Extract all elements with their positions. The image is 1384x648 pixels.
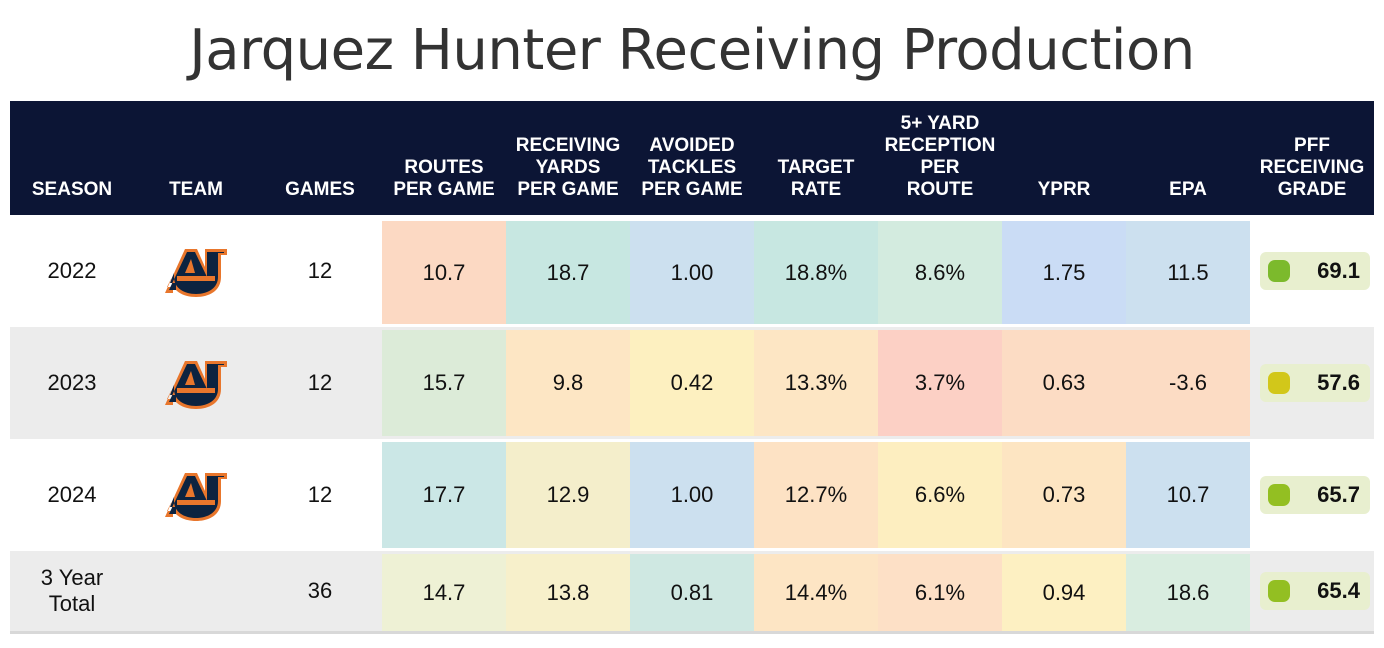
- metric-cell: 1.75: [1002, 221, 1126, 324]
- metric-cell: 1.00: [630, 221, 754, 324]
- metric-cell: 17.7: [382, 442, 506, 548]
- metric-cell: 0.73: [1002, 442, 1126, 548]
- column-header: ROUTES PER GAME: [382, 157, 506, 201]
- games-cell: 12: [307, 370, 333, 395]
- metric-cell: 18.7: [506, 221, 630, 324]
- grade-value: 65.4: [1317, 578, 1360, 603]
- column-header-line: PER: [920, 157, 960, 178]
- table-row: 3 Year Total 36 14.7 13.8 0.81 14.4% 6.1% 0.94 18…: [10, 551, 1374, 634]
- team-cell: [134, 215, 258, 327]
- table-row: 2024 12 17.7 12.9 1.00 12.7% 6.6% 0.73 10.7 65.7: [10, 439, 1374, 551]
- metric-cell: 11.5: [1126, 221, 1250, 324]
- metric-cell: 12.7%: [754, 442, 878, 548]
- table-row: 2022 12 10.7 18.7 1.00 18.8% 8.6% 1.75 11.5 69.1: [10, 215, 1374, 327]
- column-header-line: RATE: [790, 179, 842, 200]
- column-header-line: ROUTES: [404, 157, 484, 178]
- games-cell: 12: [307, 482, 333, 507]
- metric-cell: 8.6%: [878, 221, 1002, 324]
- column-header-line: TACKLES: [647, 157, 737, 178]
- auburn-logo-icon: [165, 473, 227, 521]
- column-header-line: SEASON: [31, 179, 113, 200]
- metric-cell: 1.00: [630, 442, 754, 548]
- column-header: 5+ YARD RECEPTION PER ROUTE: [878, 113, 1002, 201]
- metric-cell: 18.6: [1126, 554, 1250, 631]
- metric-cell: 3.7%: [878, 330, 1002, 436]
- column-header-line: GRADE: [1277, 179, 1347, 200]
- metric-cell: 13.8: [506, 554, 630, 631]
- games-cell: 12: [307, 258, 333, 283]
- metric-cell: 10.7: [382, 221, 506, 324]
- metric-cell: 0.81: [630, 554, 754, 631]
- column-header-line: PFF: [1294, 135, 1330, 156]
- metric-cell: 0.63: [1002, 330, 1126, 436]
- metric-cell: 18.8%: [754, 221, 878, 324]
- metric-cell: 14.7: [382, 554, 506, 631]
- metric-cell: 13.3%: [754, 330, 878, 436]
- column-header-line: 5+ YARD: [900, 113, 980, 134]
- season-cell: 2024: [47, 482, 97, 507]
- metric-cell: 0.42: [630, 330, 754, 436]
- grade-color-dot: [1268, 372, 1290, 394]
- column-header-line: ROUTE: [906, 179, 974, 200]
- column-header: AVOIDED TACKLES PER GAME: [630, 135, 754, 201]
- season-label-line: Total: [48, 591, 96, 616]
- stats-table: SEASON TEAM GAMES ROUTES PER GAME RECEIVING YA…: [10, 101, 1374, 634]
- season-label: 3 Year Total: [41, 565, 103, 617]
- metric-cell: 6.1%: [878, 554, 1002, 631]
- grade-badge: 57.6: [1260, 364, 1370, 402]
- column-header: SEASON: [10, 179, 134, 201]
- grade-badge: 65.7: [1260, 476, 1370, 514]
- auburn-logo-icon: [165, 361, 227, 409]
- metric-cell: 10.7: [1126, 442, 1250, 548]
- column-header-line: YARDS: [535, 157, 601, 178]
- column-header-line: EPA: [1169, 179, 1207, 200]
- metric-cell: 14.4%: [754, 554, 878, 631]
- table-row: 2023 12 15.7 9.8 0.42 13.3% 3.7% 0.63 -3.6 57.6: [10, 327, 1374, 439]
- metric-cell: 9.8: [506, 330, 630, 436]
- column-header: EPA: [1126, 179, 1250, 201]
- team-cell: [134, 327, 258, 439]
- season-cell: 2023: [47, 370, 97, 395]
- table-body: 2022 12 10.7 18.7 1.00 18.8% 8.6% 1.75 11.5 69.1 2…: [10, 215, 1374, 634]
- column-header: YPRR: [1002, 179, 1126, 201]
- season-label-line: 3 Year: [40, 565, 104, 590]
- metric-cell: -3.6: [1126, 330, 1250, 436]
- grade-value: 69.1: [1317, 258, 1360, 283]
- column-header-line: PER GAME: [641, 179, 743, 200]
- column-header: RECEIVING YARDS PER GAME: [506, 135, 630, 201]
- team-cell: [134, 551, 258, 631]
- season-cell: 3 Year Total: [10, 551, 134, 631]
- column-header: PFF RECEIVING GRADE: [1250, 135, 1374, 201]
- grade-color-dot: [1268, 484, 1290, 506]
- games-cell: 36: [307, 578, 333, 603]
- column-header-line: RECEIVING: [1259, 157, 1365, 178]
- column-header-line: AVOIDED: [649, 135, 735, 156]
- column-header: TEAM: [134, 179, 258, 201]
- column-header-line: TEAM: [169, 179, 223, 200]
- metric-cell: 0.94: [1002, 554, 1126, 631]
- column-header-line: YPRR: [1037, 179, 1091, 200]
- column-header-line: PER GAME: [393, 179, 495, 200]
- metric-cell: 12.9: [506, 442, 630, 548]
- metric-cell: 15.7: [382, 330, 506, 436]
- column-header-line: RECEPTION: [884, 135, 996, 156]
- metric-cell: 6.6%: [878, 442, 1002, 548]
- grade-badge: 65.4: [1260, 572, 1370, 610]
- column-header-line: GAMES: [285, 179, 355, 200]
- grade-value: 57.6: [1317, 370, 1360, 395]
- team-cell: [134, 439, 258, 551]
- table-header: SEASON TEAM GAMES ROUTES PER GAME RECEIVING YA…: [10, 101, 1374, 215]
- column-header-line: TARGET: [777, 157, 855, 178]
- season-cell: 2022: [47, 258, 97, 283]
- grade-value: 65.7: [1317, 482, 1360, 507]
- column-header-line: RECEIVING: [515, 135, 621, 156]
- grade-color-dot: [1268, 580, 1290, 602]
- column-header: GAMES: [258, 179, 382, 201]
- column-header-line: PER GAME: [517, 179, 619, 200]
- page-title: Jarquez Hunter Receiving Production: [189, 18, 1195, 83]
- auburn-logo-icon: [165, 249, 227, 297]
- grade-badge: 69.1: [1260, 252, 1370, 290]
- column-header: TARGET RATE: [754, 157, 878, 201]
- grade-color-dot: [1268, 260, 1290, 282]
